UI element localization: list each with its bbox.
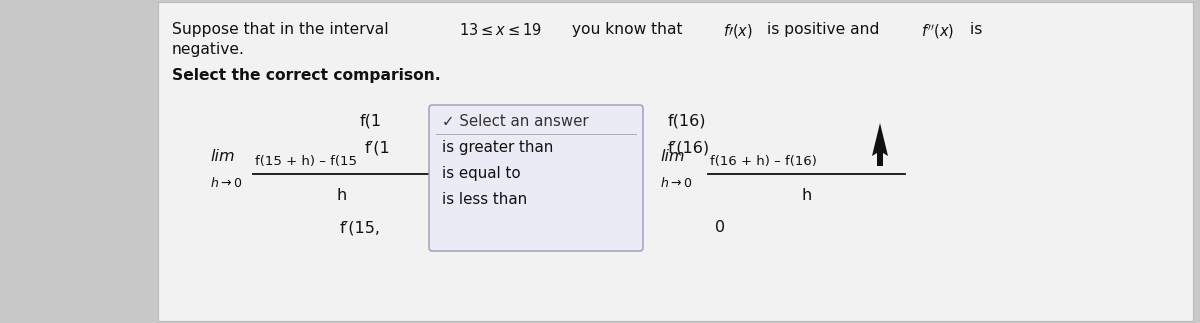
Text: f′(1: f′(1 bbox=[365, 141, 391, 155]
Text: lim: lim bbox=[660, 149, 685, 164]
Text: is equal to: is equal to bbox=[442, 166, 521, 181]
Text: f(16): f(16) bbox=[668, 113, 707, 129]
Text: lim: lim bbox=[210, 149, 235, 164]
Text: $f^{\prime\prime}(x)$: $f^{\prime\prime}(x)$ bbox=[922, 22, 954, 41]
Text: $h{\rightarrow}0$: $h{\rightarrow}0$ bbox=[210, 176, 242, 190]
Text: f(15 + h) – f(15: f(15 + h) – f(15 bbox=[256, 155, 358, 168]
Text: h: h bbox=[337, 188, 347, 203]
FancyBboxPatch shape bbox=[430, 105, 643, 251]
Text: Select the correct comparison.: Select the correct comparison. bbox=[172, 68, 440, 83]
Text: is: is bbox=[965, 22, 983, 37]
Text: $f\prime(x)$: $f\prime(x)$ bbox=[722, 22, 752, 40]
Text: ✓ Select an answer: ✓ Select an answer bbox=[442, 114, 589, 129]
Text: f(16 + h) – f(16): f(16 + h) – f(16) bbox=[710, 155, 817, 168]
Text: f′(15,: f′(15, bbox=[340, 221, 382, 235]
Polygon shape bbox=[872, 123, 888, 166]
FancyBboxPatch shape bbox=[158, 2, 1193, 321]
Text: f′(16): f′(16) bbox=[668, 141, 710, 155]
Text: you know that: you know that bbox=[566, 22, 686, 37]
Text: f(1: f(1 bbox=[360, 113, 382, 129]
Text: 0: 0 bbox=[715, 221, 725, 235]
Text: h: h bbox=[802, 188, 811, 203]
Text: $13 \leq x \leq 19$: $13 \leq x \leq 19$ bbox=[458, 22, 541, 38]
Text: is greater than: is greater than bbox=[442, 140, 553, 155]
Text: negative.: negative. bbox=[172, 42, 245, 57]
Text: Suppose that in the interval: Suppose that in the interval bbox=[172, 22, 394, 37]
Text: is less than: is less than bbox=[442, 192, 527, 207]
Text: $h{\rightarrow}0$: $h{\rightarrow}0$ bbox=[660, 176, 692, 190]
Text: is positive and: is positive and bbox=[762, 22, 884, 37]
